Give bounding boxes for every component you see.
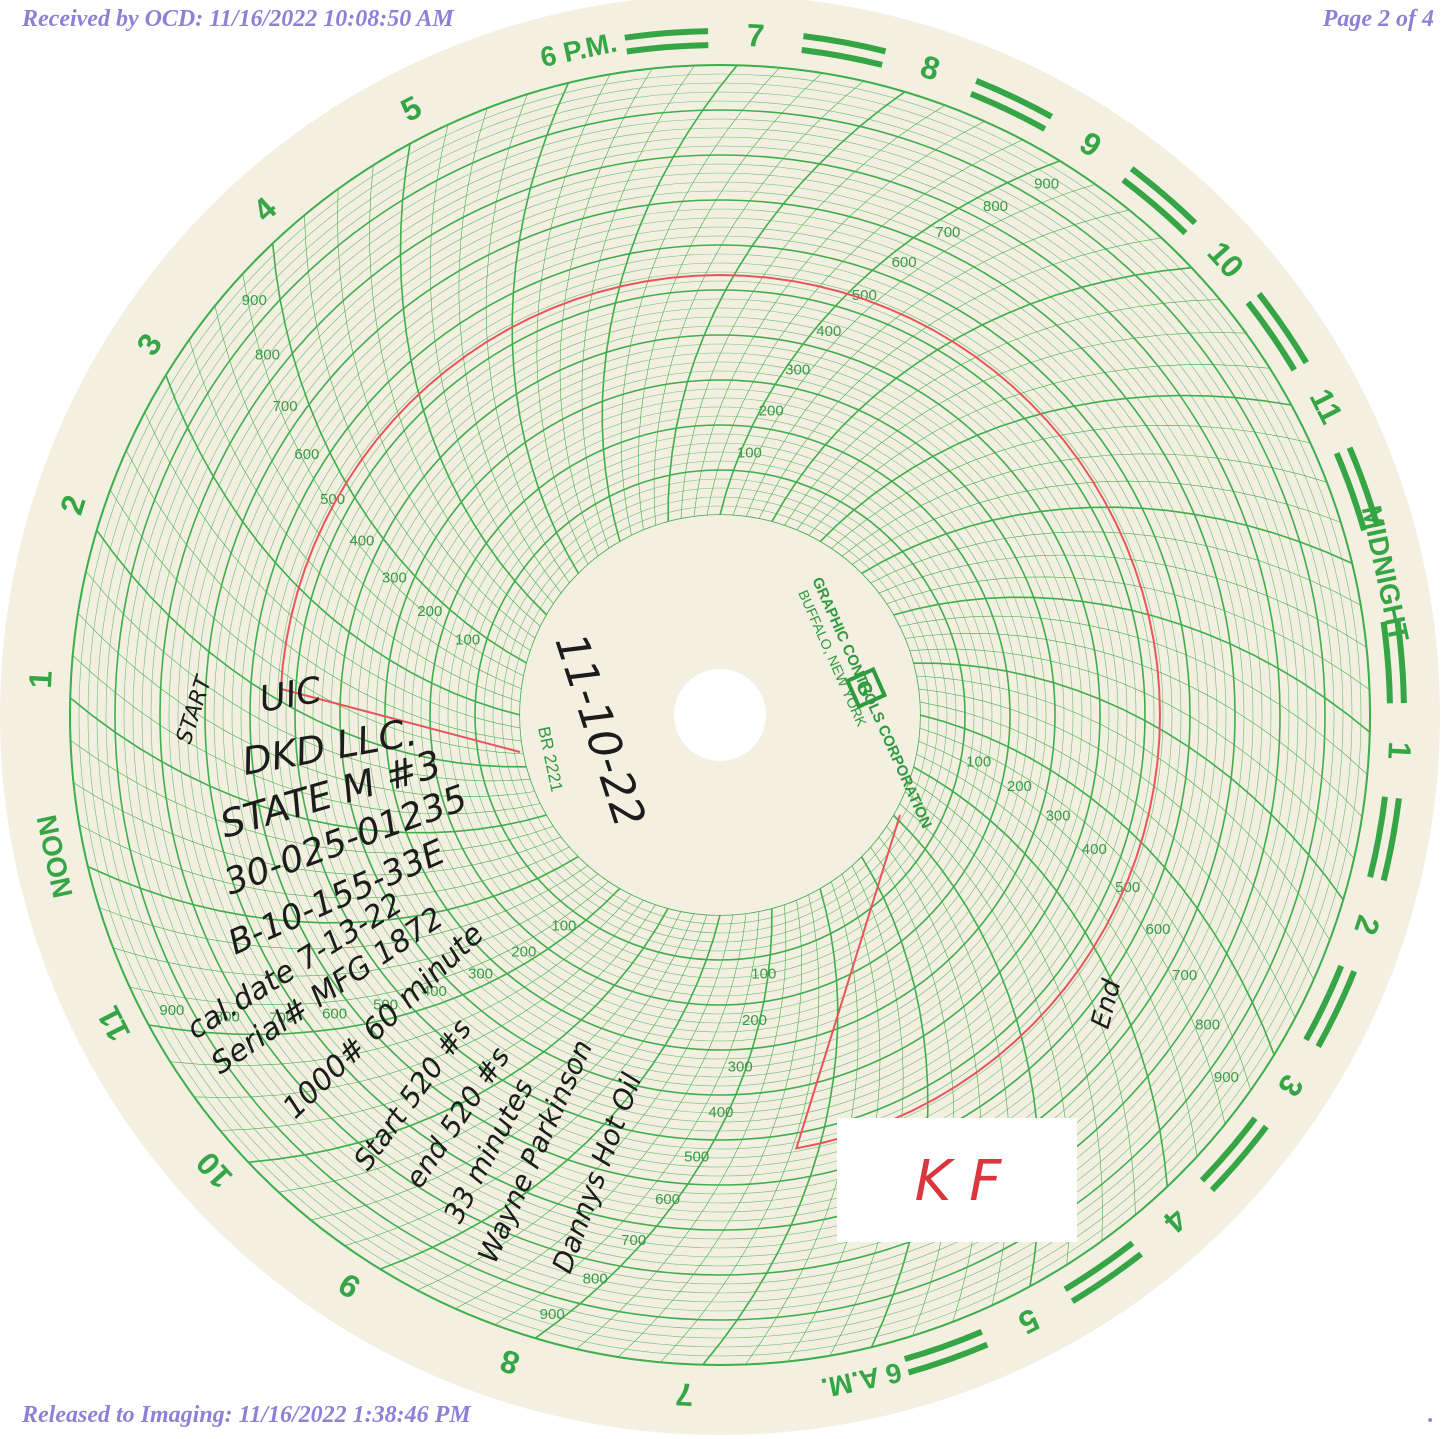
scale-label: 100 xyxy=(737,445,762,462)
released-stamp: Released to Imaging: 11/16/2022 1:38:46 … xyxy=(22,1402,471,1428)
scale-label: 600 xyxy=(322,1005,347,1022)
scale-label: 300 xyxy=(728,1058,753,1075)
hour-label: 1 xyxy=(1381,741,1418,761)
scale-label: 600 xyxy=(892,254,917,271)
scale-label: 300 xyxy=(382,570,407,587)
scale-label: 700 xyxy=(935,224,960,241)
scale-label: 100 xyxy=(751,965,776,982)
chart-grid xyxy=(69,64,1371,1366)
scale-label: 400 xyxy=(422,983,447,1000)
scale-label: 800 xyxy=(255,346,280,363)
received-stamp: Received by OCD: 11/16/2022 10:08:50 AM xyxy=(22,6,454,32)
scale-label: 900 xyxy=(159,1002,184,1019)
scale-label: 200 xyxy=(1007,778,1032,795)
hour-label: 7 xyxy=(675,1376,695,1413)
scale-label: 100 xyxy=(551,918,576,935)
scale-label: 400 xyxy=(708,1104,733,1121)
scale-label: 700 xyxy=(269,1009,294,1026)
initials: K F xyxy=(915,1149,1003,1214)
scale-label: 100 xyxy=(966,753,991,770)
scale-label: 700 xyxy=(621,1232,646,1249)
pressure-trace xyxy=(278,273,1162,1150)
scale-label: 400 xyxy=(1082,841,1107,858)
pressure-scale: 100 200 300 400 500 600 700 800 900 100 200 300 400 5… xyxy=(159,175,1239,1323)
scale-label: 900 xyxy=(242,292,267,309)
scale-label: 500 xyxy=(684,1148,709,1165)
scale-label: 100 xyxy=(455,632,480,649)
scale-label: 900 xyxy=(1214,1069,1239,1086)
footer-dot: . xyxy=(1428,1402,1434,1428)
scale-label: 500 xyxy=(852,287,877,304)
scale-label: 200 xyxy=(759,402,784,419)
hour-label: 1 xyxy=(22,670,59,690)
scale-label: 600 xyxy=(294,446,319,463)
scale-label: 200 xyxy=(511,943,536,960)
scale-label: 500 xyxy=(1115,879,1140,896)
scale-label: 400 xyxy=(816,323,841,340)
scale-label: 700 xyxy=(273,398,298,415)
scale-label: 500 xyxy=(373,996,398,1013)
scale-label: 800 xyxy=(215,1008,240,1025)
center-hole xyxy=(674,669,766,761)
page-number: Page 2 of 4 xyxy=(1322,6,1434,32)
scale-label: 800 xyxy=(983,198,1008,215)
scale-label: 300 xyxy=(1046,807,1071,824)
scale-label: 700 xyxy=(1172,967,1197,984)
scale-label: 300 xyxy=(468,965,493,982)
scale-label: 300 xyxy=(785,362,810,379)
scale-label: 600 xyxy=(1145,921,1170,938)
scale-label: 200 xyxy=(417,603,442,620)
scale-label: 900 xyxy=(540,1306,565,1323)
initials-box xyxy=(837,1118,1077,1242)
scale-label: 200 xyxy=(742,1012,767,1029)
hour-label: 7 xyxy=(746,17,766,54)
scale-label: 600 xyxy=(655,1191,680,1208)
scale-label: 800 xyxy=(583,1270,608,1287)
scale-label: 400 xyxy=(349,532,374,549)
scale-label: 800 xyxy=(1195,1016,1220,1033)
scale-label: 900 xyxy=(1034,175,1059,192)
